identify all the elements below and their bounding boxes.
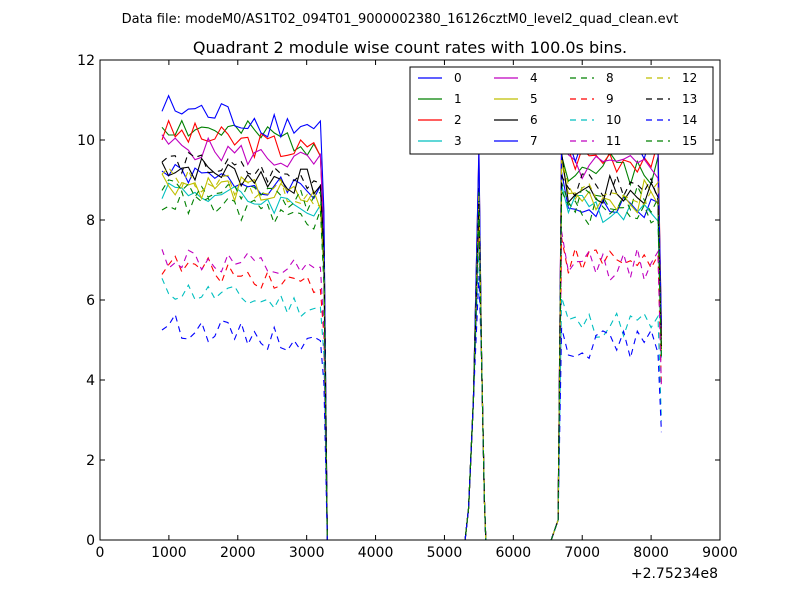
legend-box	[409, 66, 714, 155]
series-line-10	[161, 243, 662, 541]
series-line-7	[161, 94, 662, 541]
y-tick-label: 10	[77, 133, 95, 149]
x-tick-label: 4000	[358, 545, 394, 561]
x-tick-label: 6000	[496, 545, 532, 561]
legend-label-13: 13	[682, 92, 697, 106]
chart-suptitle: Data file: modeM0/AS1T02_094T01_90000023…	[122, 12, 679, 27]
x-tick-label: 9000	[702, 545, 738, 561]
series-line-5	[161, 161, 662, 541]
y-tick-label: 8	[86, 213, 95, 229]
series-line-11	[161, 223, 662, 541]
y-tick-label: 2	[86, 453, 95, 469]
legend-label-1: 1	[454, 92, 462, 106]
legend-label-11: 11	[606, 134, 621, 148]
legend-label-14: 14	[682, 113, 697, 127]
legend-label-12: 12	[682, 71, 697, 85]
x-tick-label: 7000	[564, 545, 600, 561]
x-tick-label: 8000	[633, 545, 669, 561]
x-tick-label: 1000	[151, 545, 187, 561]
y-tick-label: 6	[86, 293, 95, 309]
legend-label-3: 3	[454, 134, 462, 148]
legend-label-15: 15	[682, 134, 697, 148]
legend-label-5: 5	[530, 92, 538, 106]
x-tick-label: 5000	[427, 545, 463, 561]
series-line-12	[161, 159, 662, 541]
legend-label-4: 4	[530, 71, 538, 85]
legend-label-6: 6	[530, 113, 538, 127]
legend-label-7: 7	[530, 134, 538, 148]
series-line-3	[161, 159, 662, 541]
series-line-15	[161, 189, 662, 541]
legend-label-8: 8	[606, 71, 614, 85]
y-tick-label: 12	[77, 53, 95, 69]
series-line-13	[161, 151, 662, 541]
plot-lines	[161, 94, 662, 541]
x-tick-label: 0	[96, 545, 105, 561]
legend-label-10: 10	[606, 113, 621, 127]
x-tick-label: 2000	[220, 545, 256, 561]
legend-label-9: 9	[606, 92, 614, 106]
legend-label-2: 2	[454, 113, 462, 127]
series-line-9	[161, 219, 662, 541]
x-axis: 0 1000 2000 3000 4000 5000 6000 7000 8000 9000	[96, 60, 738, 561]
series-line-8	[161, 179, 662, 541]
y-tick-label: 4	[86, 373, 95, 389]
series-line-2	[161, 119, 662, 541]
y-tick-label: 0	[86, 533, 95, 549]
series-line-14	[161, 275, 662, 541]
chart-title: Quadrant 2 module wise count rates with …	[193, 38, 627, 57]
legend-label-0: 0	[454, 71, 462, 85]
x-tick-label: 3000	[289, 545, 325, 561]
x-offset-label: +2.75234e8	[631, 566, 718, 582]
series-line-1	[161, 119, 662, 541]
